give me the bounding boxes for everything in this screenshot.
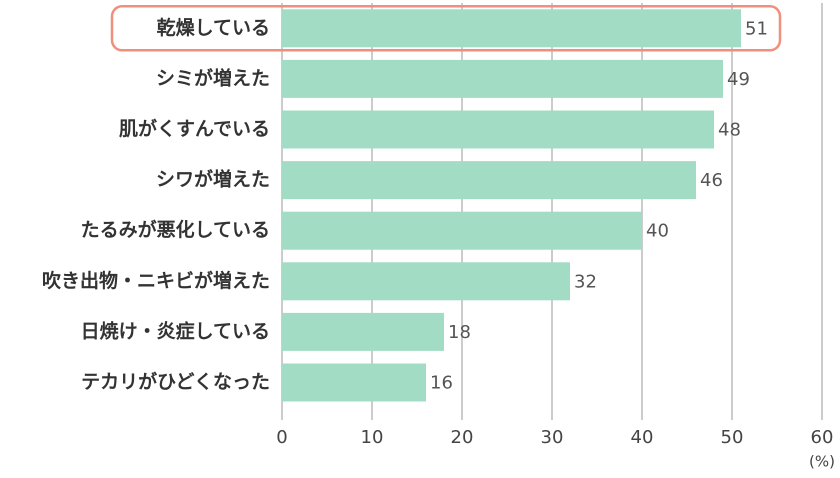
category-label: テカリがひどくなった — [81, 370, 270, 393]
value-label: 16 — [430, 373, 453, 394]
x-tick-label: 20 — [451, 427, 474, 448]
category-label: シミが増えた — [156, 66, 270, 89]
value-label: 18 — [448, 322, 471, 343]
category-label: 乾燥している — [157, 16, 270, 39]
x-tick-label: 40 — [631, 427, 654, 448]
value-label: 32 — [574, 271, 597, 292]
value-label: 46 — [700, 170, 723, 191]
category-label: たるみが悪化している — [81, 218, 270, 241]
x-tick-label: 60 — [811, 427, 834, 448]
category-label: シワが増えた — [156, 168, 270, 191]
x-tick-label: 50 — [721, 427, 744, 448]
category-label: 肌がくすんでいる — [119, 117, 270, 140]
bar — [282, 211, 642, 250]
bar — [282, 161, 696, 200]
bar — [282, 262, 570, 301]
category-label: 吹き出物・ニキビが増えた — [42, 269, 270, 292]
category-label: 日焼け・炎症している — [81, 319, 270, 342]
value-label: 48 — [718, 120, 741, 141]
highlight-box — [110, 5, 782, 52]
value-label: 51 — [745, 18, 768, 39]
value-label: 40 — [646, 221, 669, 242]
x-tick-label: 10 — [361, 427, 384, 448]
bar — [282, 110, 714, 149]
x-tick-label: 30 — [541, 427, 564, 448]
bar — [282, 59, 723, 98]
value-label: 49 — [727, 69, 750, 90]
bar — [282, 363, 426, 402]
bar — [282, 312, 444, 351]
bar — [282, 9, 741, 48]
x-tick-label: 0 — [276, 427, 287, 448]
x-axis-label: (%) — [809, 453, 835, 471]
